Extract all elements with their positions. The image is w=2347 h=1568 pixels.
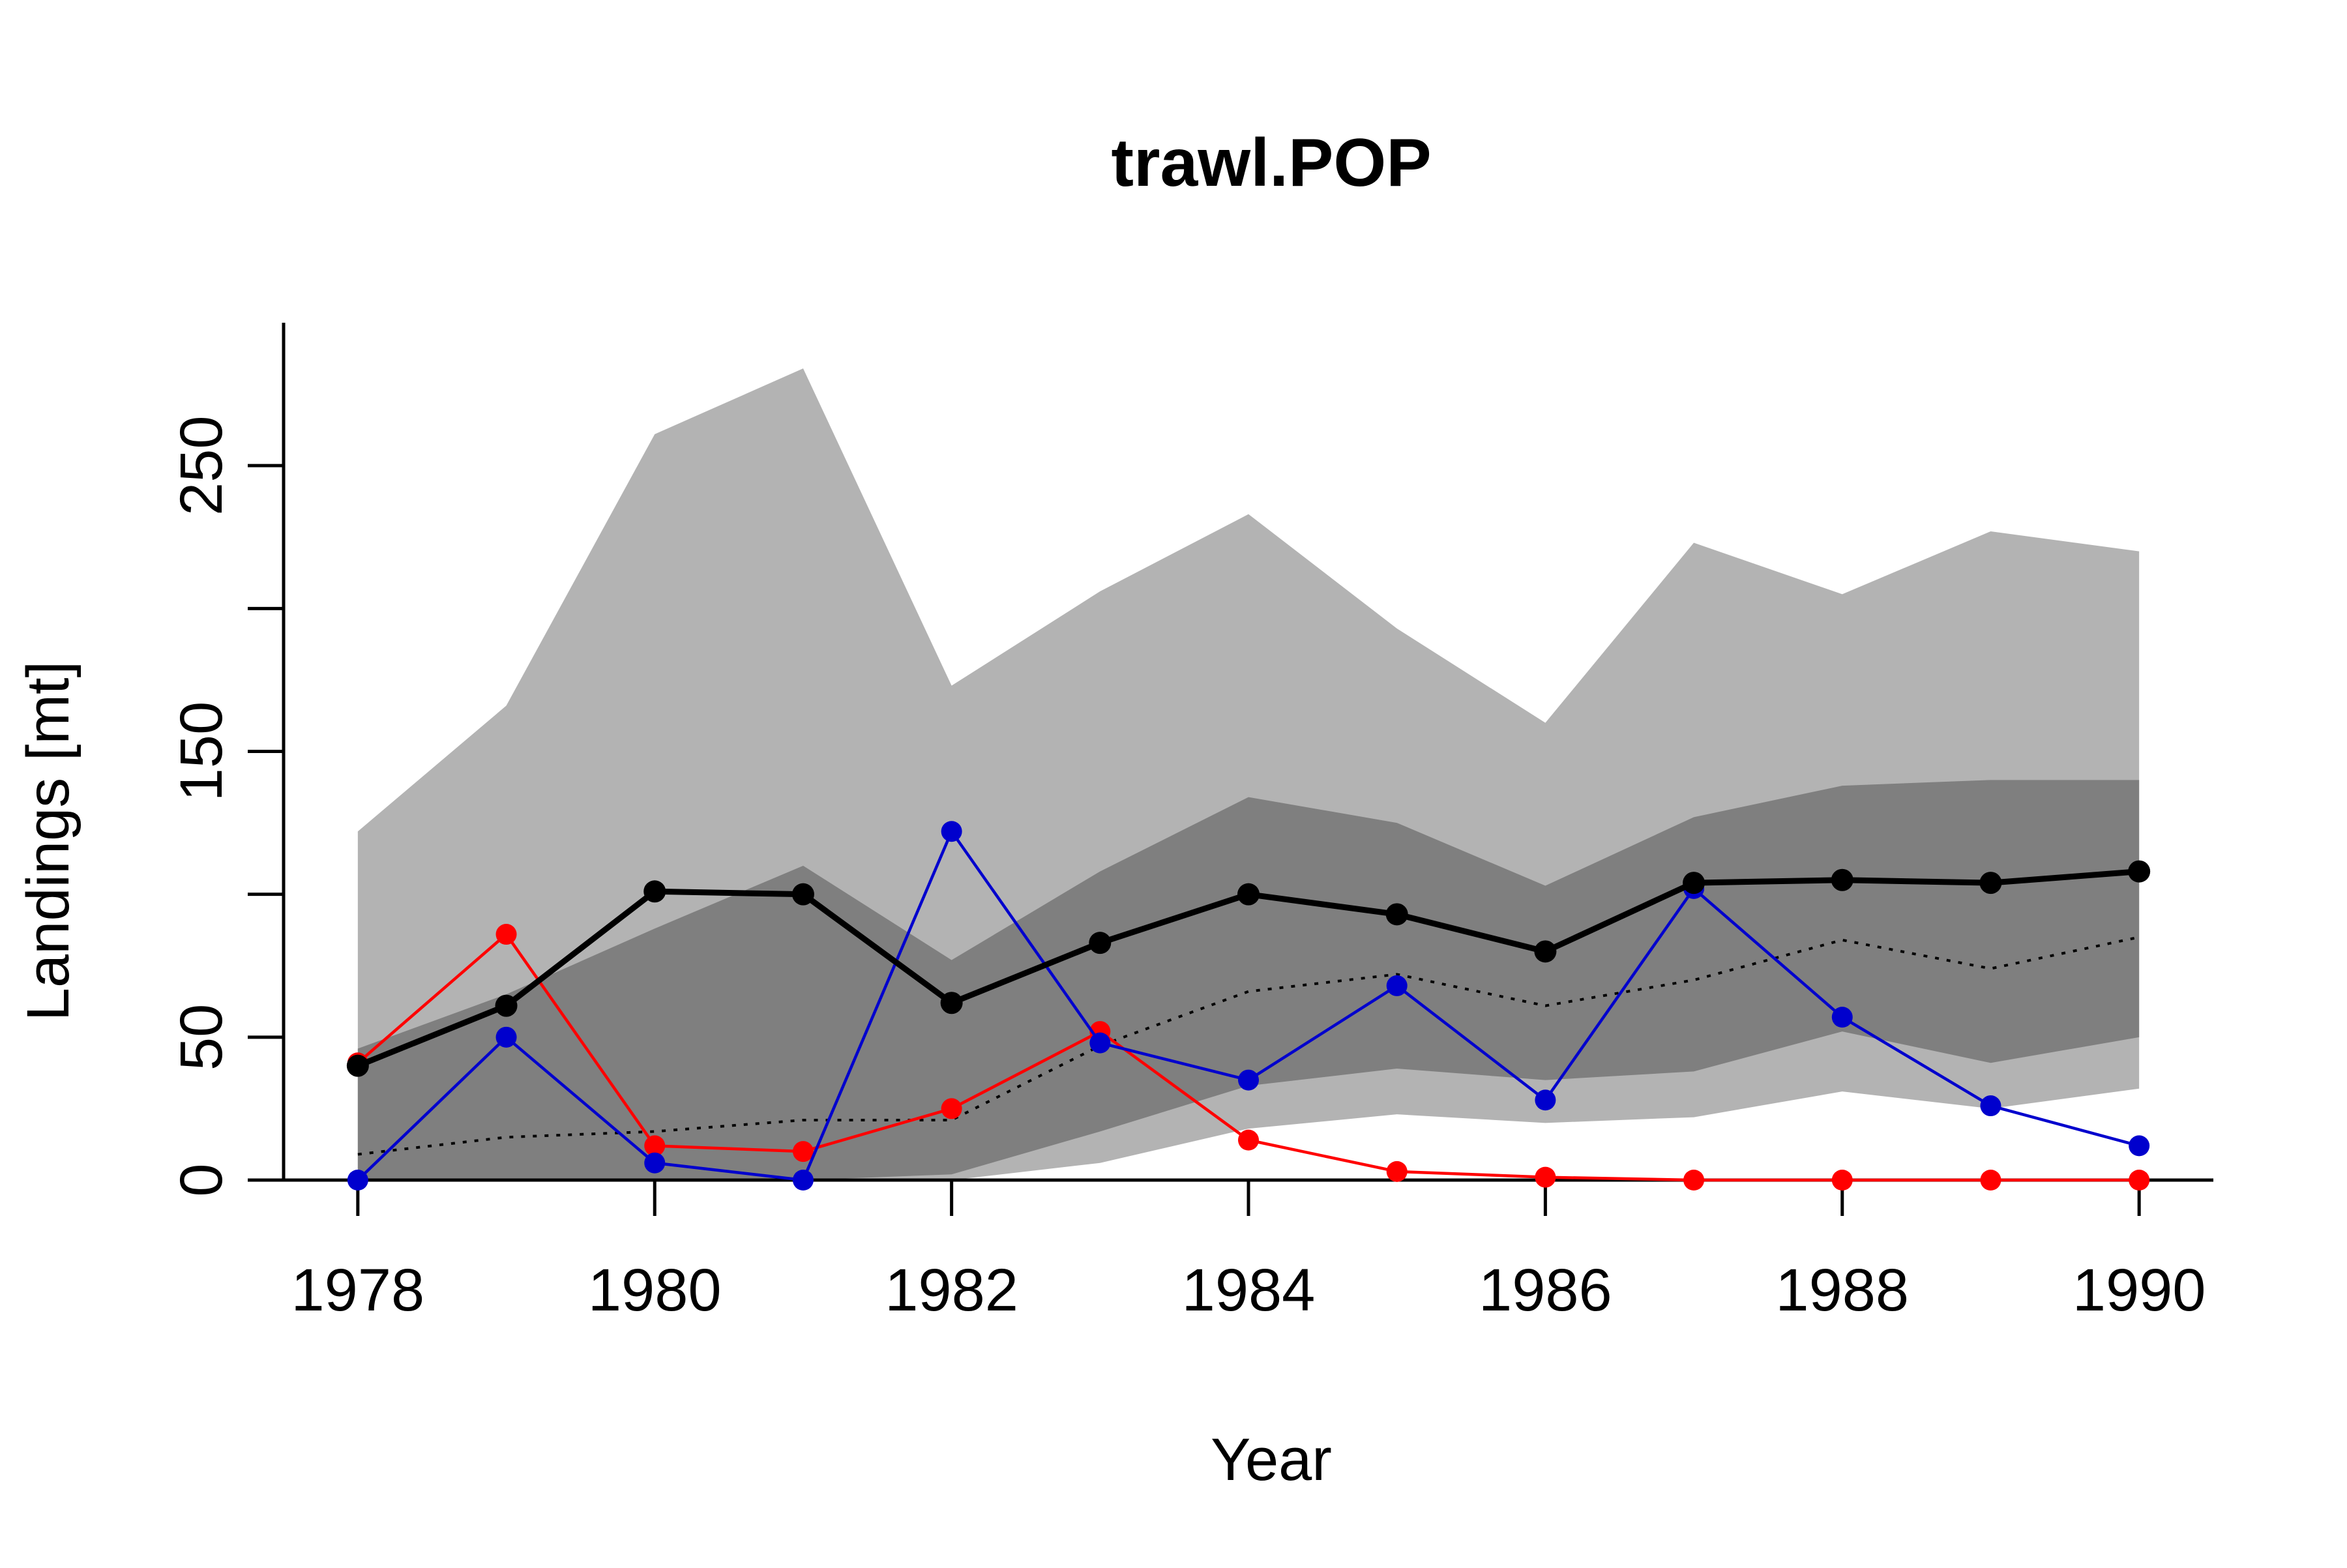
series-3-point-1980	[644, 1152, 666, 1174]
series-3-point-1990	[2129, 1135, 2150, 1157]
x-tick-label-1982: 1982	[885, 1257, 1018, 1324]
x-tick-label-1984: 1984	[1182, 1257, 1316, 1324]
chart-title: trawl.POP	[1111, 125, 1431, 201]
series-0-point-1986	[1534, 940, 1557, 963]
series-0-point-1983	[1089, 932, 1112, 954]
series-0-point-1985	[1385, 903, 1408, 926]
x-tick-label-1980: 1980	[588, 1257, 722, 1324]
series-0-point-1981	[791, 883, 814, 906]
series-3-point-1982	[941, 821, 962, 842]
series-3-point-1989	[1980, 1095, 2001, 1117]
series-3-point-1985	[1386, 975, 1408, 996]
data-series	[346, 821, 2151, 1191]
x-tick-label-1990: 1990	[2073, 1257, 2206, 1324]
series-2-point-1985	[1386, 1161, 1408, 1182]
series-2-point-1984	[1238, 1129, 1259, 1151]
series-3-point-1984	[1238, 1069, 1259, 1091]
series-0-point-1978	[346, 1054, 369, 1077]
series-0-point-1980	[643, 880, 666, 903]
axes: 1978 1980 1982 1984 1986 1988 1990 0 50 150 250	[168, 323, 2213, 1324]
x-tick-label-1986: 1986	[1479, 1257, 1612, 1324]
series-0-point-1987	[1683, 872, 1705, 895]
series-3-point-1988	[1831, 1007, 1853, 1028]
y-axis-label: Landings [mt]	[15, 661, 81, 1021]
series-3-point-1981	[792, 1170, 814, 1191]
x-tick-label-1988: 1988	[1775, 1257, 1909, 1324]
series-2-point-1979	[495, 924, 517, 945]
series-2-point-1980	[644, 1135, 666, 1157]
series-2-point-1989	[1980, 1170, 2001, 1191]
series-3-point-1979	[495, 1026, 517, 1048]
series-2-point-1986	[1535, 1166, 1556, 1188]
series-2-point-1982	[941, 1098, 962, 1119]
series-0-point-1990	[2128, 860, 2151, 883]
y-tick-label-0: 0	[168, 1163, 235, 1196]
series-2-point-1987	[1683, 1170, 1705, 1191]
series-0-point-1989	[1979, 872, 2002, 895]
series-0-point-1988	[1831, 868, 1853, 891]
series-3-point-1978	[347, 1170, 368, 1191]
y-tick-label-250: 250	[168, 415, 235, 516]
x-axis-label: Year	[1211, 1427, 1332, 1493]
series-0-point-1982	[940, 992, 963, 1014]
x-tick-label-1978: 1978	[291, 1257, 425, 1324]
y-tick-label-50: 50	[168, 1004, 235, 1071]
series-3-point-1983	[1089, 1032, 1111, 1054]
uncertainty-bands	[357, 368, 2140, 1181]
series-0-point-1979	[495, 994, 518, 1017]
series-0-point-1984	[1237, 883, 1260, 906]
series-3-point-1986	[1535, 1089, 1556, 1111]
series-2-point-1988	[1831, 1170, 1853, 1191]
series-2-point-1990	[2129, 1170, 2150, 1191]
y-tick-label-150: 150	[168, 702, 235, 802]
series-2-point-1981	[792, 1141, 814, 1162]
